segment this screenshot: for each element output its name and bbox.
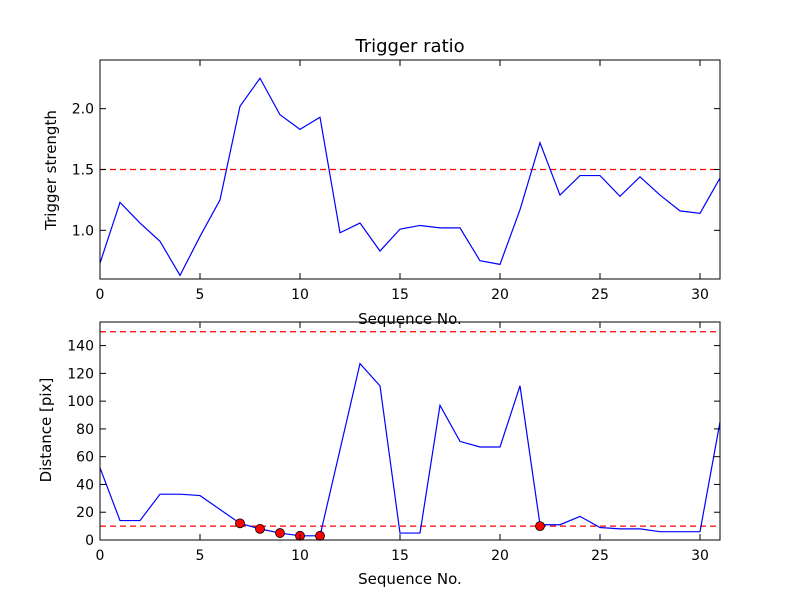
axes-frame	[99, 59, 721, 280]
y-axis-label: Trigger strength	[42, 110, 60, 231]
y-tick-label: 2.0	[72, 102, 94, 118]
x-tick-label: 30	[691, 548, 709, 564]
x-tick-label: 0	[96, 287, 105, 303]
y-tick-label: 120	[67, 366, 94, 382]
x-axis-label: Sequence No.	[358, 310, 462, 328]
plot-title: Trigger ratio	[354, 36, 464, 57]
axes-frame	[99, 321, 721, 541]
data-point-marker	[315, 530, 325, 541]
x-tick-label: 5	[196, 287, 205, 303]
y-tick-label: 0	[85, 533, 94, 549]
y-tick-label: 60	[76, 450, 94, 466]
x-tick-label: 20	[491, 287, 509, 303]
y-tick-label: 100	[67, 394, 94, 410]
x-tick-label: 25	[591, 548, 609, 564]
y-axis-label: Distance [pix]	[37, 378, 55, 483]
data-point-marker	[275, 528, 285, 538]
x-tick-label: 10	[291, 287, 309, 303]
y-tick-label: 140	[67, 339, 94, 355]
data-point-marker	[235, 518, 245, 529]
data-point-marker	[255, 523, 265, 534]
x-tick-label: 10	[291, 548, 309, 564]
y-tick-label: 40	[76, 477, 94, 493]
y-tick-label: 1.0	[72, 223, 94, 239]
x-axis-label: Sequence No.	[358, 570, 462, 588]
trigger-ratio-subplot: Trigger ratio Trigger strength Sequence …	[42, 36, 721, 328]
plot-area: 0 5 10 15 20 25 30 1.0 1.5 2.0	[72, 60, 721, 303]
y-tick-label: 80	[76, 422, 94, 438]
x-tick-label: 25	[591, 287, 609, 303]
series-line	[99, 362, 721, 537]
y-tick-label: 20	[76, 505, 94, 521]
x-tick-label: 5	[196, 548, 205, 564]
x-tick-label: 0	[96, 548, 105, 564]
x-tick-label: 15	[391, 287, 409, 303]
series-line	[99, 77, 721, 277]
x-tick-label: 20	[491, 548, 509, 564]
distance-subplot: Distance [pix] Sequence No. 0 5 10 15 20 25 30…	[37, 321, 721, 588]
plot-area: 0 5 10 15 20 25 30 0 20 40 60 80 100 120 140	[67, 322, 721, 564]
data-point-marker	[535, 521, 545, 532]
x-tick-label: 30	[691, 287, 709, 303]
x-tick-label: 15	[391, 548, 409, 564]
y-tick-label: 1.5	[72, 163, 94, 179]
